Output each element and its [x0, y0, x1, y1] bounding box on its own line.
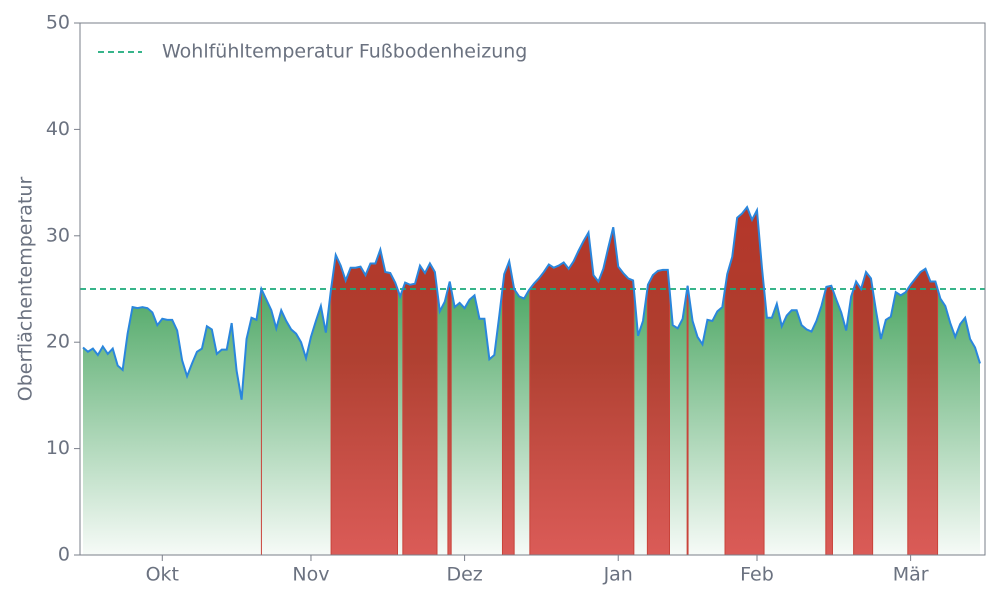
above-threshold-area [529, 227, 635, 556]
above-threshold-area [646, 269, 670, 556]
x-tick-label: Dez [446, 564, 482, 586]
above-threshold-area [853, 270, 874, 556]
line [82, 205, 981, 400]
x-tick-label: Okt [146, 564, 179, 586]
y-tick-label: 30 [46, 224, 70, 246]
above-threshold-area [907, 268, 939, 556]
plot-frame [79, 22, 986, 556]
legend-label: Wohlfühltemperatur Fußbodenheizung [162, 41, 527, 63]
above-threshold-area [330, 247, 399, 556]
y-tick-label: 10 [46, 437, 70, 459]
y-axis-label: Oberflächentemperatur [15, 177, 37, 402]
above-threshold-area [447, 281, 452, 556]
y-tick-label: 40 [46, 118, 70, 140]
x-tick-label: Mär [893, 564, 929, 586]
x-tick-label: Nov [292, 564, 329, 586]
above-threshold-area [501, 259, 515, 556]
above-threshold-area [825, 285, 833, 556]
x-tick-label: Jan [603, 564, 633, 586]
y-tick-label: 20 [46, 331, 70, 353]
above-threshold-area [402, 262, 438, 556]
y-tick-label: 0 [58, 544, 70, 566]
x-tick-label: Feb [740, 564, 774, 586]
above-threshold-area [686, 285, 689, 556]
y-tick-label: 50 [46, 12, 70, 34]
